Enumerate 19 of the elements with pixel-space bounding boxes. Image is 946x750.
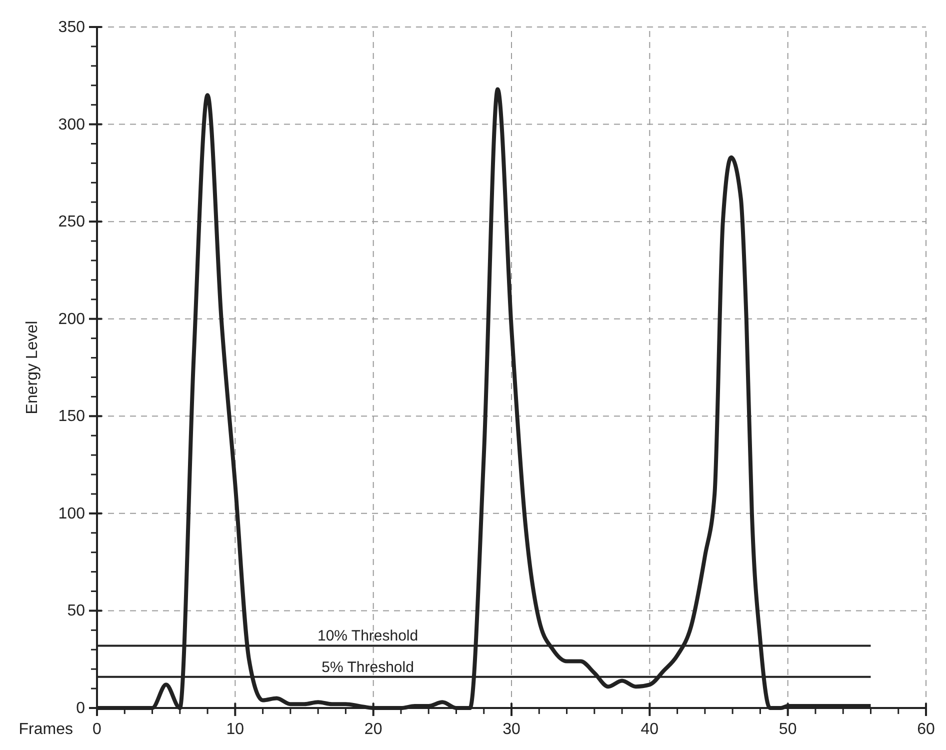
y-tick-label: 300 [58,116,86,134]
x-tick-label: 60 [917,721,935,738]
y-tick-label: 0 [76,700,86,717]
x-tick-label: 0 [92,721,102,738]
x-tick-label: 40 [640,721,659,738]
x-axis-title: Frames [18,721,73,738]
y-tick-label: 350 [58,19,86,36]
y-tick-label: 50 [67,602,86,620]
x-tick-label: 20 [364,721,382,738]
y-axis-title: Energy Level [24,320,41,414]
x-tick-label: 10 [226,721,244,738]
y-tick-label: 200 [58,310,86,328]
ref-line-label: 5% Threshold [322,658,414,676]
x-tick-label: 50 [778,721,797,738]
x-tick-label: 30 [502,721,520,738]
ref-line-label: 10% Threshold [317,628,418,645]
y-tick-label: 100 [58,505,86,522]
y-tick-label: 150 [58,408,86,426]
y-tick-label: 250 [58,214,86,231]
